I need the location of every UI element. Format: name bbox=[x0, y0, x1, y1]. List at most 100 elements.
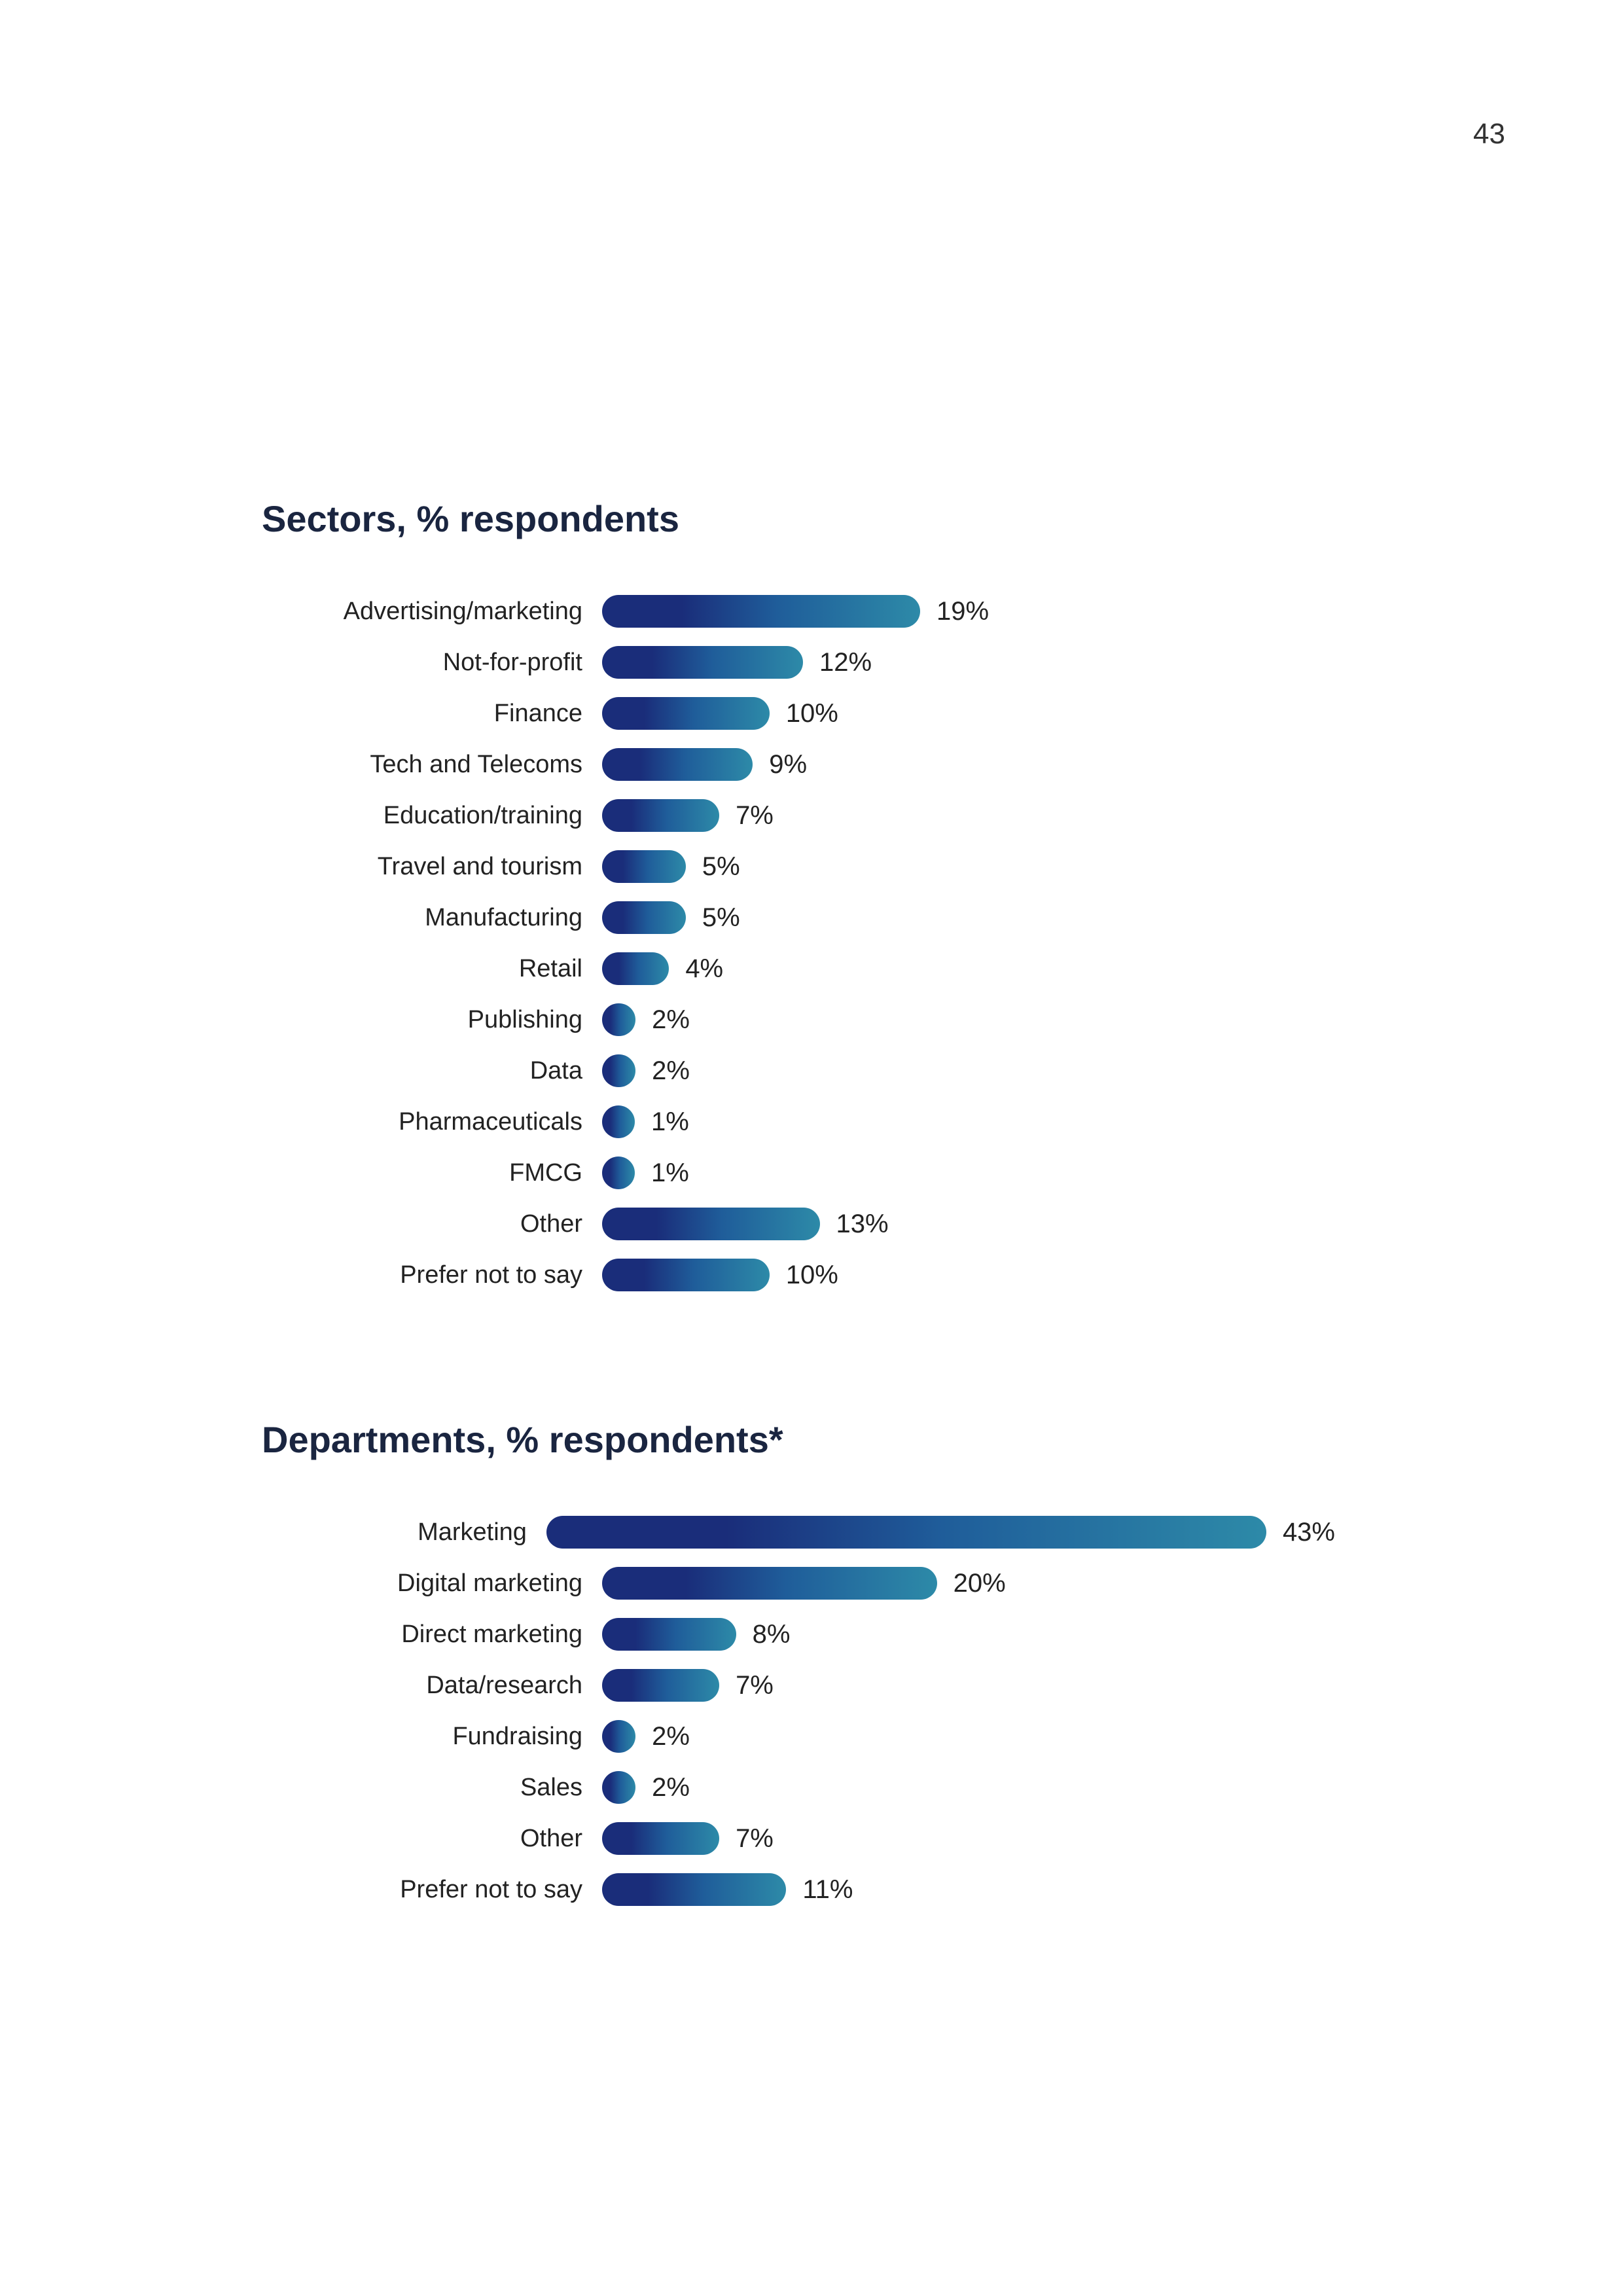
bar-label: Tech and Telecoms bbox=[262, 751, 602, 779]
bar-track: 12% bbox=[602, 646, 1335, 679]
bar-value: 13% bbox=[820, 1210, 889, 1239]
bar-label: Data bbox=[262, 1057, 602, 1085]
bar-track: 7% bbox=[602, 1822, 1335, 1855]
bar-row: Other 7% bbox=[262, 1813, 1335, 1864]
sectors-chart-title: Sectors, % respondents bbox=[262, 497, 1335, 540]
bar-row: Retail4% bbox=[262, 943, 1335, 994]
bar-row: Direct marketing 8% bbox=[262, 1609, 1335, 1660]
bar-track: 10% bbox=[602, 697, 1335, 730]
bar-value: 20% bbox=[937, 1569, 1006, 1598]
bar-fill bbox=[602, 1105, 635, 1138]
bar-label: Fundraising bbox=[262, 1723, 602, 1751]
bar-row: Finance 10% bbox=[262, 688, 1335, 739]
bar-label: Manufacturing bbox=[262, 904, 602, 932]
bar-value: 8% bbox=[736, 1620, 791, 1649]
bar-fill bbox=[602, 595, 920, 628]
bar-value: 7% bbox=[719, 1671, 774, 1700]
bar-row: Other 13% bbox=[262, 1198, 1335, 1249]
bar-row: Fundraising 2% bbox=[262, 1711, 1335, 1762]
bar-row: Travel and tourism5% bbox=[262, 841, 1335, 892]
bar-fill bbox=[602, 1003, 635, 1036]
bar-fill bbox=[602, 1259, 770, 1291]
bar-track: 1% bbox=[602, 1105, 1335, 1138]
bar-label: Direct marketing bbox=[262, 1621, 602, 1649]
bar-label: FMCG bbox=[262, 1159, 602, 1187]
bar-fill bbox=[602, 799, 719, 832]
bar-track: 9% bbox=[602, 748, 1335, 781]
page-number: 43 bbox=[1473, 118, 1505, 151]
bar-row: Sales 2% bbox=[262, 1762, 1335, 1813]
bar-fill bbox=[602, 1669, 719, 1702]
bar-value: 12% bbox=[803, 648, 872, 677]
bar-label: Publishing bbox=[262, 1006, 602, 1034]
bar-value: 2% bbox=[635, 1056, 690, 1086]
bar-track: 10% bbox=[602, 1259, 1335, 1291]
bar-fill bbox=[602, 697, 770, 730]
bar-row: Digital marketing 20% bbox=[262, 1558, 1335, 1609]
bar-label: Sales bbox=[262, 1774, 602, 1802]
bar-row: Publishing2% bbox=[262, 994, 1335, 1045]
bar-fill bbox=[602, 1873, 786, 1906]
bar-track: 2% bbox=[602, 1720, 1335, 1753]
sectors-chart: Sectors, % respondents Advertising/marke… bbox=[262, 497, 1335, 1300]
bar-row: Pharmaceuticals 1% bbox=[262, 1096, 1335, 1147]
bar-row: Marketing 43% bbox=[262, 1507, 1335, 1558]
bar-value: 10% bbox=[770, 699, 838, 728]
bar-row: Manufacturing 5% bbox=[262, 892, 1335, 943]
bar-value: 7% bbox=[719, 801, 774, 831]
bar-value: 4% bbox=[669, 954, 723, 984]
bar-track: 19% bbox=[602, 595, 1335, 628]
bar-fill bbox=[602, 952, 669, 985]
bar-fill bbox=[602, 748, 753, 781]
bar-label: Education/training bbox=[262, 802, 602, 830]
bar-track: 11% bbox=[602, 1873, 1335, 1906]
bar-track: 20% bbox=[602, 1567, 1335, 1600]
bar-fill bbox=[602, 1618, 736, 1651]
bar-value: 5% bbox=[686, 903, 740, 933]
bar-row: Data/research7% bbox=[262, 1660, 1335, 1711]
bar-track: 7% bbox=[602, 799, 1335, 832]
bar-fill bbox=[602, 850, 686, 883]
bar-value: 2% bbox=[635, 1722, 690, 1751]
bar-value: 7% bbox=[719, 1824, 774, 1854]
sectors-chart-body: Advertising/marketing19%Not-for-profit12… bbox=[262, 586, 1335, 1300]
bar-track: 2% bbox=[602, 1771, 1335, 1804]
bar-row: Prefer not to say10% bbox=[262, 1249, 1335, 1300]
bar-value: 11% bbox=[786, 1875, 853, 1905]
bar-label: Digital marketing bbox=[262, 1570, 602, 1598]
bar-label: Other bbox=[262, 1210, 602, 1238]
bar-track: 5% bbox=[602, 850, 1335, 883]
bar-row: Tech and Telecoms9% bbox=[262, 739, 1335, 790]
bar-row: Prefer not to say11% bbox=[262, 1864, 1335, 1915]
departments-chart: Departments, % respondents* Marketing43%… bbox=[262, 1418, 1335, 1915]
bar-track: 43% bbox=[546, 1516, 1335, 1549]
bar-track: 7% bbox=[602, 1669, 1335, 1702]
bar-track: 5% bbox=[602, 901, 1335, 934]
bar-value: 43% bbox=[1266, 1518, 1335, 1547]
bar-value: 2% bbox=[635, 1773, 690, 1803]
bar-fill bbox=[602, 646, 803, 679]
bar-row: FMCG 1% bbox=[262, 1147, 1335, 1198]
bar-fill bbox=[602, 1567, 937, 1600]
bar-value: 1% bbox=[635, 1158, 689, 1188]
bar-fill bbox=[602, 1771, 635, 1804]
bar-fill bbox=[602, 1054, 635, 1087]
bar-row: Data 2% bbox=[262, 1045, 1335, 1096]
bar-label: Other bbox=[262, 1825, 602, 1853]
bar-fill bbox=[602, 1157, 635, 1189]
bar-track: 1% bbox=[602, 1157, 1335, 1189]
bar-label: Marketing bbox=[262, 1518, 546, 1547]
bar-fill bbox=[602, 1208, 820, 1240]
bar-row: Education/training 7% bbox=[262, 790, 1335, 841]
departments-chart-body: Marketing 43% Digital marketing 20% Direct m… bbox=[262, 1507, 1335, 1915]
bar-track: 8% bbox=[602, 1618, 1335, 1651]
bar-value: 19% bbox=[920, 597, 989, 626]
bar-fill bbox=[602, 1822, 719, 1855]
bar-track: 2% bbox=[602, 1054, 1335, 1087]
bar-value: 10% bbox=[770, 1261, 838, 1290]
bar-value: 1% bbox=[635, 1107, 689, 1137]
bar-row: Advertising/marketing 19% bbox=[262, 586, 1335, 637]
bar-label: Finance bbox=[262, 700, 602, 728]
bar-label: Advertising/marketing bbox=[262, 598, 602, 626]
bar-label: Pharmaceuticals bbox=[262, 1108, 602, 1136]
